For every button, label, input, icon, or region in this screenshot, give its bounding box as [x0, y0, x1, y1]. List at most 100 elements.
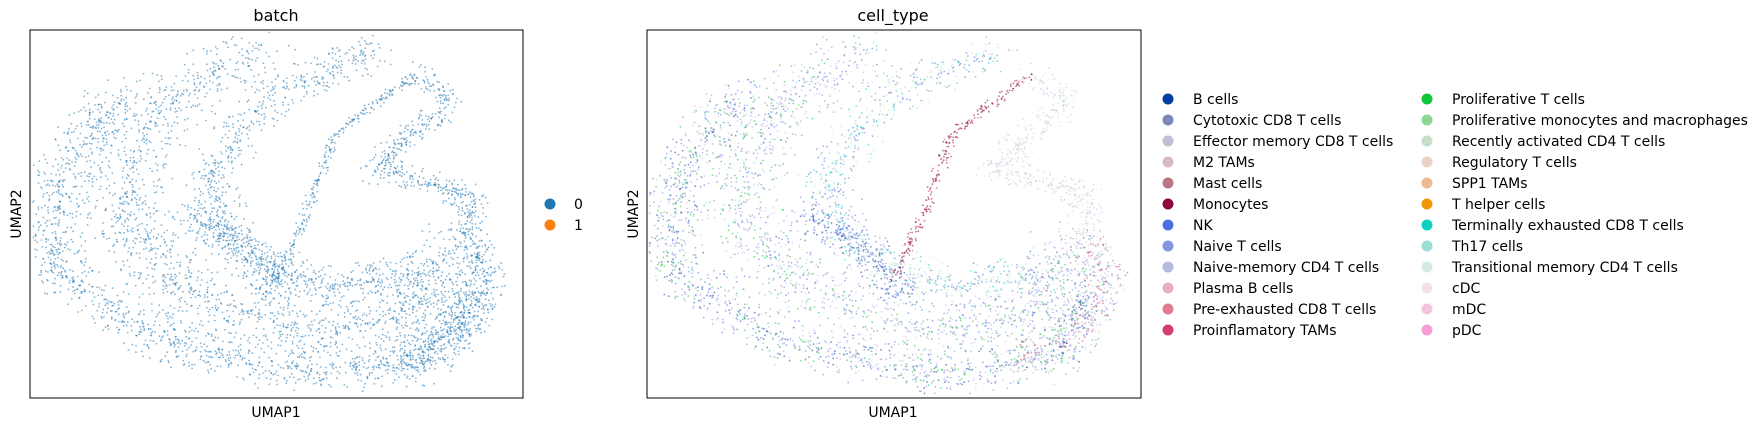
batch-point — [470, 333, 473, 336]
batch-point — [231, 148, 234, 151]
batch-point — [62, 231, 64, 234]
batch-point — [264, 295, 267, 298]
batch-point — [178, 286, 181, 289]
batch-point — [123, 321, 126, 323]
batch-point — [246, 244, 249, 247]
batch-point — [313, 56, 316, 59]
batch-point — [169, 304, 172, 307]
batch-point — [222, 239, 225, 242]
batch-point — [259, 315, 261, 318]
batch-point — [399, 84, 402, 87]
batch-point — [188, 282, 191, 285]
batch-point — [67, 195, 70, 198]
batch-point — [290, 361, 293, 364]
batch-point — [132, 171, 135, 174]
batch-point — [400, 185, 403, 188]
batch-point — [149, 167, 152, 170]
batch-point — [467, 233, 470, 236]
batch-point — [357, 114, 359, 117]
batch-point — [358, 369, 361, 371]
batch-point — [257, 244, 259, 246]
batch-point — [203, 174, 206, 177]
batch-point — [120, 269, 123, 272]
batch-scatter-points — [31, 31, 506, 393]
batch-point — [421, 133, 424, 136]
batch-point — [194, 105, 197, 108]
batch-point — [442, 202, 445, 204]
batch-point — [261, 107, 263, 110]
batch-point — [409, 343, 412, 346]
batch-point — [415, 294, 418, 297]
batch-point — [359, 111, 362, 114]
batch-point — [471, 211, 474, 214]
batch-point — [209, 225, 211, 228]
batch-point — [275, 379, 278, 382]
batch-point — [279, 324, 281, 327]
batch-point — [396, 147, 399, 150]
batch-point — [378, 59, 381, 62]
batch-point — [119, 88, 122, 91]
batch-point — [465, 299, 468, 302]
batch-point — [290, 330, 293, 332]
batch-point — [381, 375, 384, 378]
batch-point — [283, 253, 286, 256]
batch-point — [192, 104, 194, 107]
batch-point — [348, 79, 351, 82]
batch-point — [437, 183, 439, 186]
batch-point — [311, 294, 313, 297]
batch-point — [222, 340, 224, 343]
batch-point — [293, 86, 296, 89]
batch-point — [424, 70, 427, 73]
batch-point — [432, 348, 435, 350]
batch-point — [243, 378, 245, 381]
batch-point — [269, 300, 272, 303]
batch-point — [108, 250, 111, 253]
batch-point — [114, 129, 116, 132]
batch-point — [215, 53, 218, 56]
batch-point — [267, 269, 270, 272]
batch-point — [302, 274, 304, 277]
batch-point — [281, 269, 284, 271]
batch-point — [440, 94, 443, 96]
batch-point — [134, 237, 136, 240]
batch-point — [313, 76, 315, 79]
batch-point — [113, 182, 116, 185]
batch-point — [350, 271, 353, 274]
batch-point — [321, 279, 323, 281]
batch-point — [182, 290, 185, 293]
batch-point — [145, 258, 148, 260]
batch-point — [324, 331, 326, 334]
batch-point — [276, 50, 278, 53]
batch-point — [444, 250, 446, 253]
batch-point — [427, 123, 430, 126]
batch-point — [213, 226, 216, 229]
batch-point — [195, 327, 197, 330]
batch-point — [44, 158, 47, 161]
batch-point — [79, 235, 82, 238]
batch-point — [388, 174, 391, 177]
batch-point — [248, 125, 251, 127]
batch-point — [81, 272, 84, 274]
batch-point — [438, 116, 440, 119]
batch-point — [82, 281, 84, 283]
batch-point — [356, 318, 358, 321]
batch-point — [165, 263, 168, 266]
batch-point — [87, 213, 90, 216]
batch-point — [251, 144, 253, 147]
batch-point — [330, 265, 332, 268]
batch-point — [295, 235, 297, 237]
batch-point — [37, 174, 40, 177]
batch-point — [387, 154, 390, 157]
batch-point — [263, 351, 266, 354]
batch-point — [232, 324, 234, 326]
batch-point — [70, 238, 72, 241]
batch-point — [76, 202, 78, 205]
batch-point — [212, 73, 215, 75]
batch-point — [413, 336, 416, 339]
batch-point — [461, 271, 464, 274]
batch-point — [378, 47, 381, 49]
batch-point — [445, 299, 448, 302]
batch-point — [377, 163, 380, 166]
batch-point — [108, 184, 111, 187]
batch-point — [128, 203, 130, 205]
